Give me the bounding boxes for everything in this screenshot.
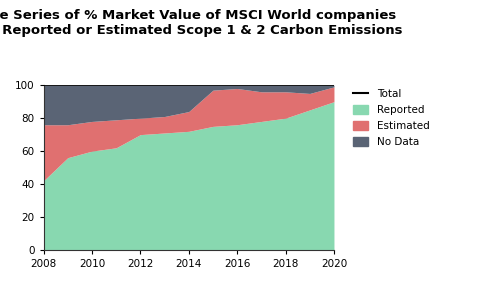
Text: Time Series of % Market Value of MSCI World companies
with Reported or Estimated: Time Series of % Market Value of MSCI Wo…: [0, 9, 403, 37]
Legend: Total, Reported, Estimated, No Data: Total, Reported, Estimated, No Data: [351, 87, 432, 149]
